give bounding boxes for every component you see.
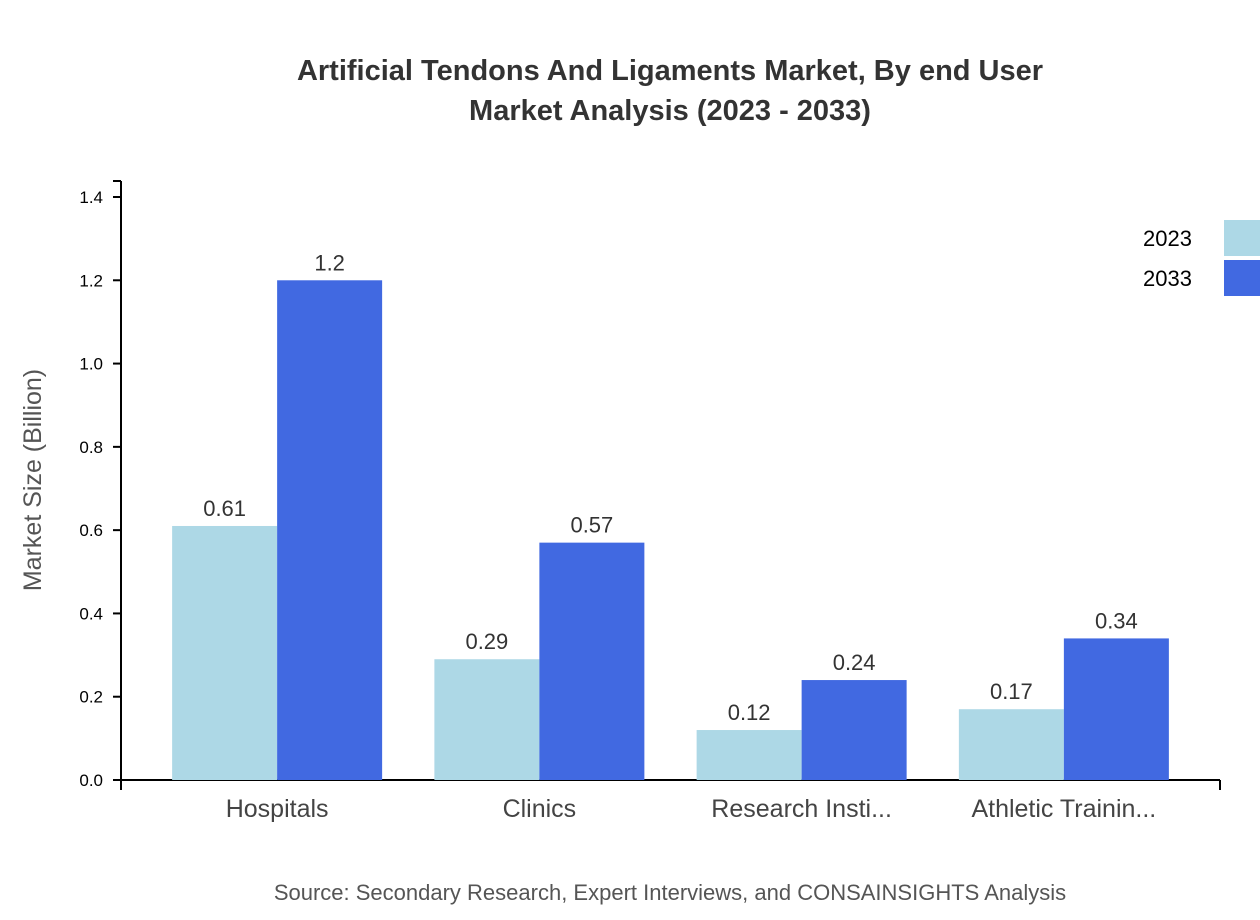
data-label: 0.34 <box>1095 608 1138 633</box>
bar-2023 <box>958 709 1064 780</box>
y-tick-label: 0.2 <box>79 688 103 707</box>
bar-2033 <box>539 542 645 780</box>
data-label: 0.57 <box>570 513 613 538</box>
legend-label: 2033 <box>1143 266 1192 291</box>
x-tick-label: Athletic Trainin... <box>971 795 1156 823</box>
x-tick-label: Clinics <box>503 795 577 823</box>
chart-title-line-1: Artificial Tendons And Ligaments Market,… <box>297 55 1043 87</box>
y-tick-label: 0.6 <box>79 521 103 540</box>
data-label: 0.61 <box>203 496 246 521</box>
data-label: 0.29 <box>465 629 508 654</box>
data-label: 0.24 <box>833 650 876 675</box>
y-tick-label: 1.0 <box>79 355 103 374</box>
bar-2023 <box>696 730 802 780</box>
bar-2033 <box>801 680 907 780</box>
source-note: Source: Secondary Research, Expert Inter… <box>274 880 1066 905</box>
data-label: 0.17 <box>990 679 1033 704</box>
legend-swatch <box>1224 260 1260 296</box>
data-label: 1.2 <box>314 250 345 275</box>
chart-title-line-2: Market Analysis (2023 - 2033) <box>469 95 871 127</box>
legend-swatch <box>1224 220 1260 256</box>
x-tick-label: Research Insti... <box>711 795 892 823</box>
y-tick-label: 0.4 <box>79 604 103 623</box>
y-tick-label: 0.8 <box>79 438 103 457</box>
bar-2023 <box>434 659 540 780</box>
bar-2033 <box>1063 638 1169 780</box>
y-tick-label: 1.2 <box>79 271 103 290</box>
x-tick-label: Hospitals <box>226 795 329 823</box>
data-label: 0.12 <box>728 700 771 725</box>
legend-label: 2023 <box>1143 226 1192 251</box>
y-axis-label: Market Size (Billion) <box>19 369 47 591</box>
bar-2023 <box>172 525 278 780</box>
y-tick-label: 0.0 <box>79 771 103 790</box>
y-tick-label: 1.4 <box>79 188 103 207</box>
bar-2033 <box>277 280 383 780</box>
